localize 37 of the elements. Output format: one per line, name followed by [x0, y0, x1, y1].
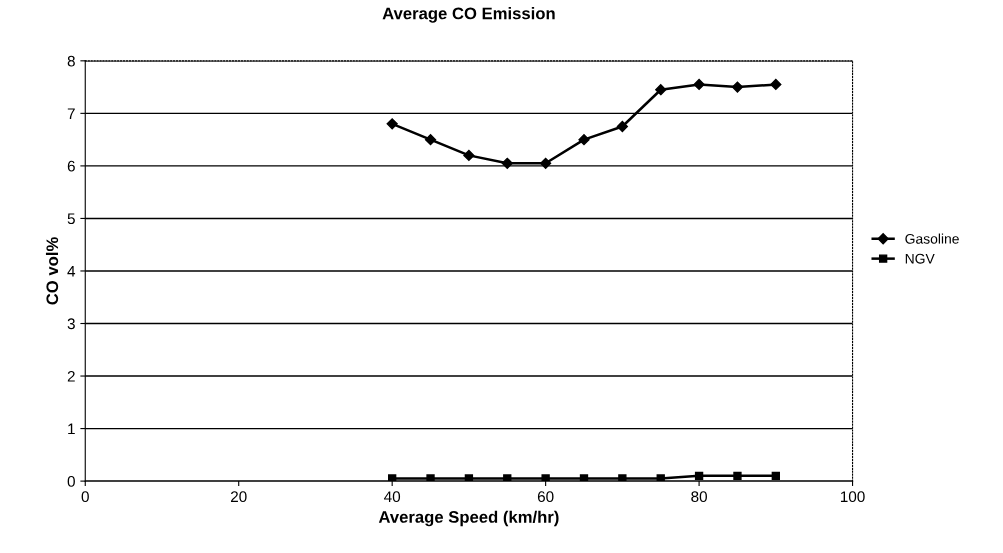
- y-tick-label: 6: [67, 160, 75, 172]
- point: [618, 474, 627, 482]
- point: [426, 474, 435, 482]
- y-axis-title: CO vol%: [45, 237, 59, 305]
- chart-title: Average CO Emission: [382, 7, 555, 23]
- point: [578, 134, 590, 146]
- x-tick-label: 60: [537, 491, 554, 503]
- point: [386, 118, 398, 130]
- y-tick-label: 8: [67, 55, 75, 67]
- y-tick-label: 1: [68, 423, 75, 435]
- x-tick-label: 0: [81, 491, 89, 503]
- point: [501, 157, 513, 169]
- point: [424, 134, 437, 146]
- x-axis-title: Average Speed (km/hr): [378, 510, 559, 527]
- point: [693, 78, 705, 91]
- x-tick-label: 100: [840, 491, 865, 503]
- y-tick-label: 5: [67, 213, 75, 225]
- legend-label: NGV: [905, 253, 935, 264]
- y-tick-label: 7: [67, 108, 75, 119]
- x-tick-label: 20: [230, 491, 247, 503]
- y-tick-label: 3: [67, 318, 75, 330]
- y-tick-label: 0: [67, 475, 75, 487]
- x-tick-label: 80: [691, 491, 707, 503]
- y-tick-label: 4: [67, 266, 76, 277]
- y-tick-label: 2: [67, 370, 75, 382]
- point: [771, 471, 780, 481]
- point: [733, 471, 742, 481]
- point: [540, 157, 552, 169]
- point: [463, 149, 475, 161]
- point: [655, 84, 667, 96]
- legend-label: Gasoline: [905, 233, 959, 244]
- point: [731, 81, 744, 93]
- point: [694, 471, 704, 481]
- x-tick-label: 40: [384, 491, 401, 503]
- point: [541, 474, 550, 482]
- point: [770, 78, 782, 91]
- point: [616, 120, 628, 133]
